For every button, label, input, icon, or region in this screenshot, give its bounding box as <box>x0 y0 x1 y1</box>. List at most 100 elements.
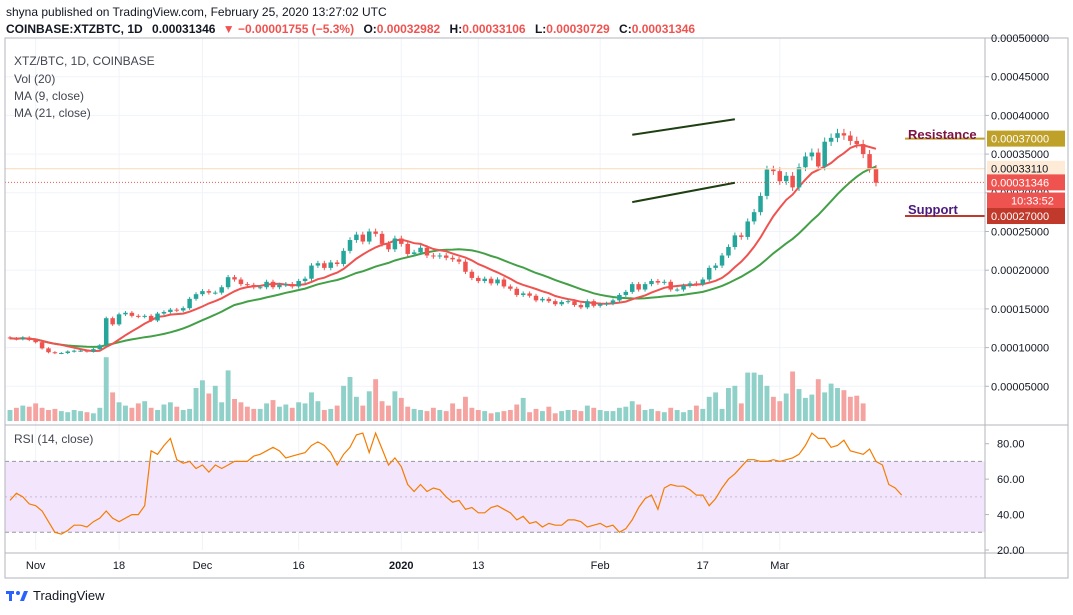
volume-bar <box>623 406 629 421</box>
volume-bar <box>212 385 218 421</box>
candle <box>822 141 827 167</box>
candle <box>142 315 147 317</box>
volume-bar <box>591 407 597 421</box>
candle <box>694 283 699 285</box>
y-tick-label: 0.00015000 <box>991 304 1049 316</box>
volume-bar <box>373 379 379 421</box>
candle <box>828 137 834 142</box>
tradingview-logo[interactable]: TradingView <box>6 588 105 603</box>
volume-bar <box>661 412 667 421</box>
candle <box>848 135 853 141</box>
candle <box>110 318 115 325</box>
tradingview-logo-icon <box>6 590 28 601</box>
volume-bar <box>283 404 289 421</box>
volume-bar <box>693 405 699 421</box>
low-label: L: <box>534 22 547 36</box>
y-tick-label: 0.00025000 <box>991 227 1049 239</box>
candle <box>392 238 398 250</box>
x-tick-label: 2020 <box>389 560 413 572</box>
candle <box>103 318 109 346</box>
candle <box>206 291 212 293</box>
volume-bar <box>97 407 103 421</box>
price-tag-label: 0.00027000 <box>991 211 1049 223</box>
volume-bar <box>815 379 821 421</box>
candle <box>443 255 449 258</box>
candle <box>315 263 321 266</box>
volume-bar <box>238 402 244 421</box>
volume-bar <box>758 374 763 421</box>
volume-bar <box>604 411 610 421</box>
volume-bar <box>456 408 462 421</box>
rsi-band <box>5 460 985 533</box>
candle <box>719 255 725 266</box>
volume-bar <box>174 406 180 421</box>
candle <box>20 337 26 340</box>
volume-bar <box>366 391 372 421</box>
candle <box>674 289 680 291</box>
x-tick-label: 16 <box>293 560 305 572</box>
volume-bar <box>206 393 212 421</box>
price-change: −0.00001755 (−5.3%) <box>238 22 355 36</box>
candle <box>495 279 500 284</box>
volume-bar <box>251 408 257 421</box>
volume-bar <box>180 410 186 421</box>
volume-bar <box>289 407 295 421</box>
candle <box>488 278 494 284</box>
volume-bar <box>501 411 507 421</box>
price-tag-label: 0.00031346 <box>991 177 1049 189</box>
volume-bar <box>482 411 488 421</box>
candle <box>687 283 693 286</box>
candle <box>366 231 372 242</box>
y-tick-label: 0.00010000 <box>991 343 1049 355</box>
high-value: 0.00033106 <box>462 22 526 36</box>
candle <box>706 267 712 280</box>
volume-bar <box>732 385 738 421</box>
x-tick-label: Mar <box>770 560 789 572</box>
ma21-legend: MA (21, close) <box>14 106 91 120</box>
candle <box>732 235 738 247</box>
volume-bar <box>167 402 173 421</box>
volume-bar <box>822 392 828 421</box>
volume-bar <box>65 412 71 421</box>
candle <box>796 167 802 188</box>
candle <box>469 271 475 278</box>
candle <box>655 281 661 283</box>
volume-bar <box>360 405 366 421</box>
volume-bar <box>13 407 19 421</box>
candle <box>225 277 231 288</box>
candle <box>91 349 96 352</box>
candle <box>386 243 391 250</box>
price-tag <box>987 174 1065 191</box>
volume-bar <box>860 403 866 421</box>
volume-bar <box>58 411 64 421</box>
candle <box>527 293 532 296</box>
volume-bar <box>809 394 815 421</box>
candle <box>424 247 430 256</box>
candle <box>835 133 840 138</box>
volume-bar <box>71 410 77 421</box>
candle <box>296 281 301 287</box>
volume-bar <box>674 410 680 421</box>
volume-bar <box>270 400 276 421</box>
volume-bar <box>276 406 282 421</box>
candle <box>328 262 333 268</box>
candle <box>482 278 487 282</box>
volume-bar <box>828 383 834 421</box>
candle <box>783 175 789 182</box>
volume-bar <box>405 406 411 421</box>
volume-bar <box>193 388 199 421</box>
resistance-label: Resistance <box>908 127 977 142</box>
publish-attribution: shyna published on TradingView.com, Febr… <box>6 5 387 19</box>
annotation-lines <box>5 118 985 218</box>
volume-bar <box>411 408 417 421</box>
candle <box>232 277 237 280</box>
volume-bar <box>7 410 13 421</box>
candle <box>26 337 32 340</box>
volume-bar <box>52 408 58 421</box>
volume-bar <box>257 408 263 421</box>
volume-bar <box>161 404 167 421</box>
candle <box>591 301 596 306</box>
volume-bar <box>90 413 96 421</box>
candle <box>213 292 218 294</box>
